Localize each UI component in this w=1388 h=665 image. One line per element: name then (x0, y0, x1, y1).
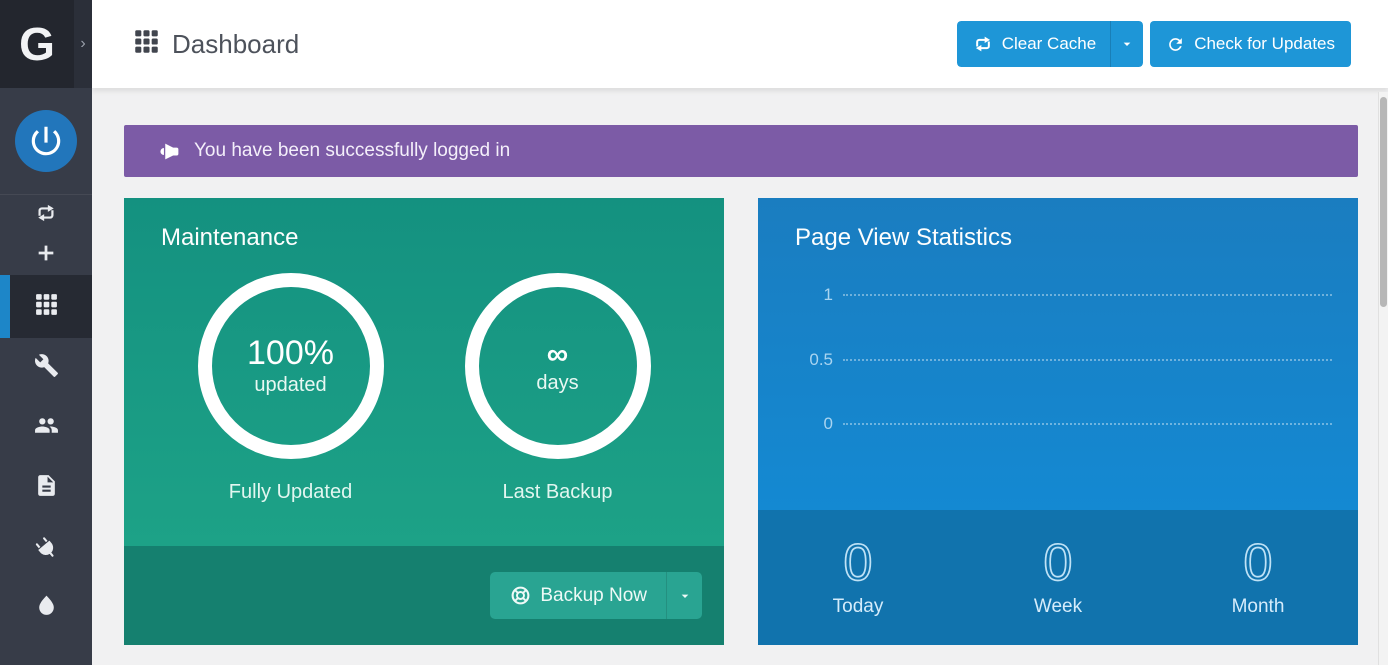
page-views-footer: 0 Today 0 Week 0 Month (758, 510, 1358, 645)
updated-value: 100% (247, 334, 334, 373)
sidebar-item-clear-cache[interactable] (0, 195, 92, 235)
updated-caption: Fully Updated (228, 481, 353, 503)
sidebar-item-users[interactable] (0, 398, 92, 458)
today-value: 0 (843, 534, 874, 592)
plug-icon (28, 530, 63, 565)
backup-caption: Last Backup (502, 481, 613, 503)
clear-cache-label: Clear Cache (1001, 34, 1097, 53)
page-title-group: Dashboard (133, 28, 299, 60)
caret-down-icon (677, 588, 693, 604)
power-icon (15, 110, 77, 172)
clear-cache-dropdown-button[interactable] (1110, 21, 1144, 67)
refresh-icon (1166, 35, 1185, 54)
scrollbar-track[interactable] (1378, 92, 1388, 665)
today-label: Today (832, 596, 884, 617)
logo-letter: G (19, 18, 55, 70)
retweet-icon (973, 34, 993, 54)
updated-unit: updated (254, 373, 327, 396)
sidebar-item-add-new[interactable] (0, 235, 92, 275)
backup-ring: ∞ days (464, 273, 651, 459)
grid-icon (133, 28, 160, 60)
header: Dashboard Clear Cache (92, 0, 1388, 88)
maintenance-panel: Maintenance 100% updated Fully Updated ∞… (124, 198, 724, 645)
success-notification: You have been successfully logged in (124, 125, 1358, 177)
droplet-icon (34, 593, 59, 623)
page-views-title: Page View Statistics (795, 224, 1012, 251)
counter-today: 0 Today (758, 534, 958, 618)
chevron-right-icon: › (80, 35, 86, 52)
backup-now-button[interactable]: Backup Now (490, 572, 666, 619)
updated-stat: 100% updated Fully Updated (197, 273, 384, 504)
y-tick-label: 1 (823, 285, 833, 304)
wrench-icon (34, 353, 59, 383)
file-icon (34, 473, 59, 503)
scrollbar-thumb[interactable] (1380, 97, 1387, 307)
gridline-row: 1 (758, 285, 1332, 305)
sidebar-item-logout[interactable] (0, 88, 92, 195)
sidebar-menu (0, 195, 92, 638)
y-tick-label: 0.5 (809, 350, 833, 369)
plus-icon (35, 242, 57, 269)
check-updates-label: Check for Updates (1194, 34, 1335, 53)
logo-block: G › (0, 0, 92, 88)
megaphone-icon (160, 141, 181, 162)
caret-down-icon (1119, 36, 1135, 52)
gridline-row: 0 (758, 414, 1332, 434)
backup-split-button: Backup Now (490, 572, 702, 619)
backup-value: ∞ (546, 337, 569, 371)
sidebar-collapse-toggle[interactable]: › (74, 0, 92, 88)
sidebar-item-theme[interactable] (0, 578, 92, 638)
notification-message: You have been successfully logged in (194, 140, 511, 161)
logo[interactable]: G (0, 0, 74, 88)
life-ring-icon (510, 585, 531, 606)
week-value: 0 (1043, 534, 1074, 592)
gridline-row: 0.5 (758, 350, 1332, 370)
sidebar-item-dashboard[interactable] (0, 275, 92, 338)
backup-now-label: Backup Now (540, 584, 647, 606)
page-views-panel: Page View Statistics 1 0.5 0 0 Today 0 (758, 198, 1358, 645)
counter-week: 0 Week (958, 534, 1158, 618)
grid-icon (34, 292, 59, 322)
month-value: 0 (1243, 534, 1274, 592)
header-buttons: Clear Cache Check for Updates (956, 21, 1351, 67)
sidebar: G › (0, 0, 92, 665)
retweet-icon (35, 202, 57, 229)
dotted-gridline (843, 423, 1332, 425)
y-tick-label: 0 (823, 414, 833, 433)
month-label: Month (1231, 596, 1285, 617)
dotted-gridline (843, 294, 1332, 296)
dotted-gridline (843, 359, 1332, 361)
page-title: Dashboard (172, 28, 300, 59)
clear-cache-button[interactable]: Clear Cache (956, 21, 1111, 67)
users-icon (34, 413, 59, 443)
backup-dropdown-button[interactable] (666, 572, 702, 619)
check-updates-button[interactable]: Check for Updates (1150, 21, 1351, 67)
maintenance-stats: 100% updated Fully Updated ∞ days Last B… (124, 273, 724, 504)
week-label: Week (1033, 596, 1083, 617)
updated-ring: 100% updated (197, 273, 384, 459)
clear-cache-split-button: Clear Cache (956, 21, 1144, 67)
counter-month: 0 Month (1158, 534, 1358, 618)
maintenance-footer: Backup Now (124, 546, 724, 645)
sidebar-item-pages[interactable] (0, 458, 92, 518)
maintenance-title: Maintenance (161, 224, 299, 251)
backup-stat: ∞ days Last Backup (464, 273, 651, 504)
sidebar-item-settings[interactable] (0, 338, 92, 398)
backup-unit: days (536, 371, 579, 394)
sidebar-item-plugins[interactable] (0, 518, 92, 578)
